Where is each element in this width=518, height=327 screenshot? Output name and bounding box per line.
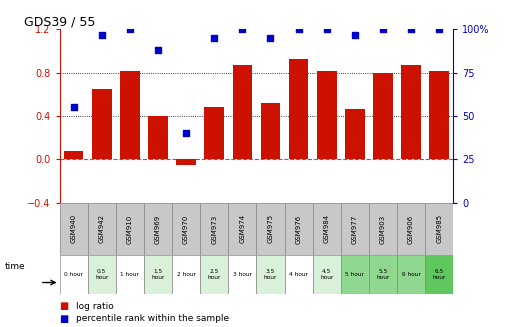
Bar [429,71,449,159]
Bar [397,255,425,294]
Text: 5 hour: 5 hour [346,272,364,277]
Bar [369,203,397,255]
Bar [92,89,111,159]
Text: 0.5
hour: 0.5 hour [95,269,108,280]
Text: log ratio: log ratio [76,302,114,311]
Text: GSM985: GSM985 [436,214,442,244]
Text: GSM969: GSM969 [155,214,161,244]
Text: 3 hour: 3 hour [233,272,252,277]
Point [182,131,190,136]
Text: 4 hour: 4 hour [289,272,308,277]
Point [154,48,162,53]
Point [379,27,387,32]
Bar [341,203,369,255]
Bar [228,203,256,255]
Bar [373,73,393,159]
Bar [60,203,88,255]
Text: GSM973: GSM973 [211,214,217,244]
Point [126,27,134,32]
Bar [176,159,196,165]
Bar [284,203,313,255]
Text: GSM974: GSM974 [239,214,246,244]
Text: GSM984: GSM984 [324,214,330,244]
Text: 0 hour: 0 hour [64,272,83,277]
Bar [369,255,397,294]
Bar [200,255,228,294]
Bar [341,255,369,294]
Bar [144,255,172,294]
Point [351,32,359,37]
Point [435,27,443,32]
Bar [64,151,83,159]
Point [210,35,219,41]
Bar [60,255,88,294]
Text: 3.5
hour: 3.5 hour [264,269,277,280]
Bar [233,65,252,159]
Point [69,105,78,110]
Bar [425,203,453,255]
Bar [256,255,284,294]
Bar [261,103,280,159]
Text: 6.5
hour: 6.5 hour [433,269,446,280]
Bar [313,203,341,255]
Bar [205,107,224,159]
Bar [116,255,144,294]
Bar [200,203,228,255]
Text: 6 hour: 6 hour [401,272,421,277]
Text: GSM910: GSM910 [127,214,133,244]
Text: GDS39 / 55: GDS39 / 55 [24,15,95,28]
Bar [228,255,256,294]
Text: time: time [5,262,26,271]
Bar [345,109,365,159]
Bar [148,116,168,159]
Text: 2 hour: 2 hour [177,272,196,277]
Text: ■: ■ [60,301,69,311]
Bar [313,255,341,294]
Bar [425,255,453,294]
Text: GSM903: GSM903 [380,214,386,244]
Text: 4.5
hour: 4.5 hour [320,269,334,280]
Point [238,27,247,32]
Text: GSM977: GSM977 [352,214,358,244]
Text: ■: ■ [60,314,69,324]
Bar [284,255,313,294]
Text: GSM942: GSM942 [99,215,105,243]
Bar [172,203,200,255]
Bar [120,71,140,159]
Text: 1 hour: 1 hour [120,272,139,277]
Text: GSM975: GSM975 [267,214,274,244]
Bar [317,71,337,159]
Point [323,27,331,32]
Text: GSM906: GSM906 [408,214,414,244]
Text: percentile rank within the sample: percentile rank within the sample [76,314,229,323]
Bar [88,255,116,294]
Bar [144,203,172,255]
Text: 1.5
hour: 1.5 hour [151,269,165,280]
Point [97,32,106,37]
Bar [172,255,200,294]
Bar [256,203,284,255]
Point [266,35,275,41]
Text: 2.5
hour: 2.5 hour [208,269,221,280]
Bar [116,203,144,255]
Bar [88,203,116,255]
Point [407,27,415,32]
Bar [401,65,421,159]
Text: GSM976: GSM976 [296,214,301,244]
Point [294,27,303,32]
Bar [289,59,308,159]
Bar [397,203,425,255]
Text: 5.5
hour: 5.5 hour [376,269,390,280]
Text: GSM970: GSM970 [183,214,189,244]
Text: GSM940: GSM940 [70,214,77,244]
